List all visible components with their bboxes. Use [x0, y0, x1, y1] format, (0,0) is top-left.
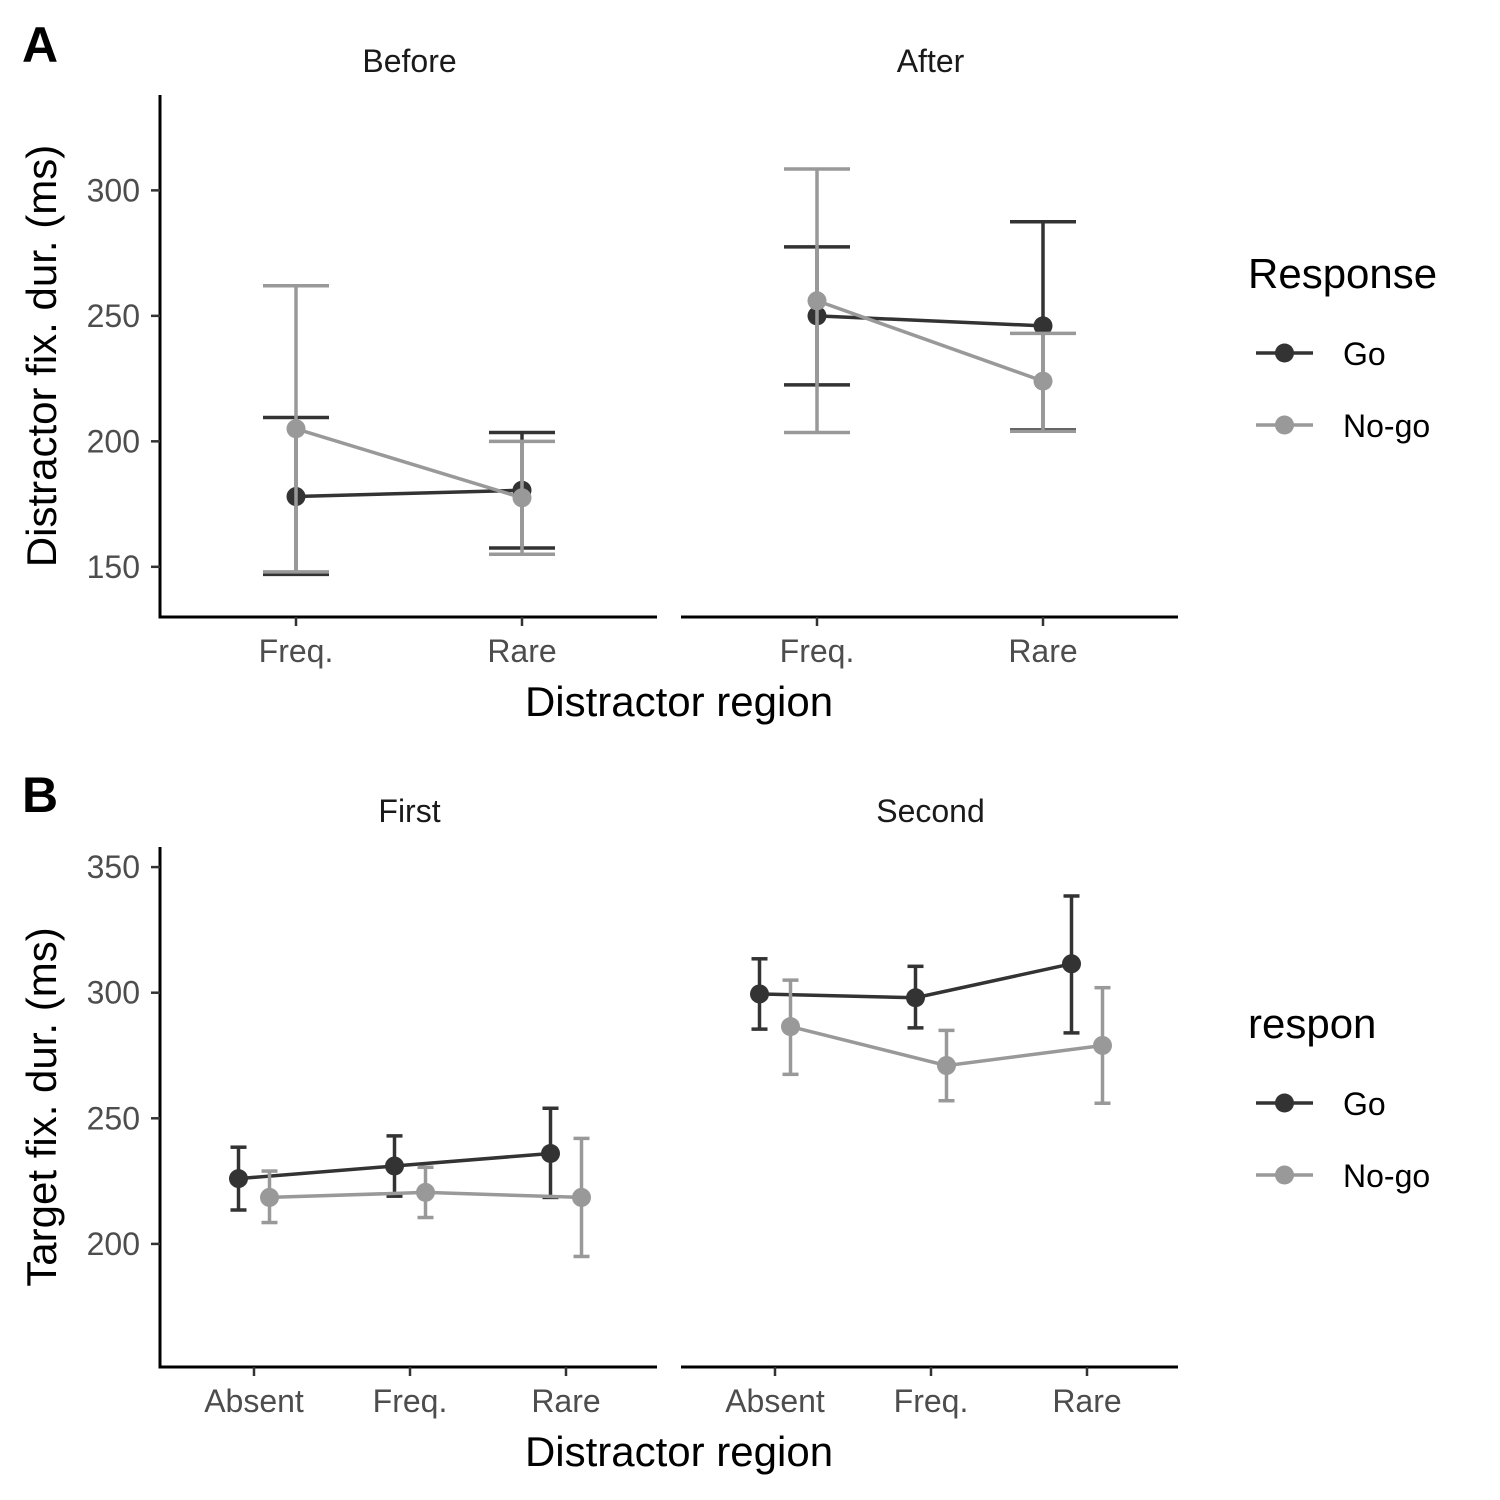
x-tick-label: Absent [204, 1383, 304, 1419]
x-tick-label: Rare [487, 633, 556, 669]
legend-key-point [1275, 343, 1294, 363]
data-point [572, 1187, 591, 1207]
legend-title: respon [1248, 1000, 1376, 1047]
series-line [816, 314, 1044, 328]
legend-title: Response [1248, 250, 1437, 297]
y-axis-title: Distractor fix. dur. (ms) [18, 145, 65, 567]
y-tick-label: 250 [87, 298, 140, 334]
panel-letter: B [22, 767, 58, 823]
y-tick-label: 350 [87, 849, 140, 885]
x-tick-label: Rare [1008, 633, 1077, 669]
legend-key-point [1275, 1165, 1294, 1185]
panel-letter: A [22, 17, 58, 73]
legend-key-point [1275, 415, 1294, 435]
data-point [541, 1143, 560, 1163]
data-point [286, 419, 306, 439]
legend-key-point [1275, 1093, 1294, 1113]
x-axis-title: Distractor region [525, 1428, 833, 1475]
y-tick-label: 200 [87, 423, 140, 459]
legend-label: No-go [1343, 408, 1430, 444]
data-point [906, 988, 925, 1008]
y-tick-label: 250 [87, 1100, 140, 1136]
data-point [416, 1182, 435, 1202]
y-tick-label: 300 [87, 172, 140, 208]
legend-label: Go [1343, 336, 1386, 372]
data-point [260, 1187, 279, 1207]
x-tick-label: Freq. [894, 1383, 969, 1419]
data-point [1033, 371, 1053, 391]
x-tick-label: Freq. [373, 1383, 448, 1419]
x-tick-label: Freq. [259, 633, 334, 669]
x-tick-label: Freq. [780, 633, 855, 669]
facet-label: Before [362, 43, 456, 79]
y-tick-label: 300 [87, 975, 140, 1011]
y-tick-label: 200 [87, 1226, 140, 1262]
data-point [1033, 316, 1053, 336]
series-line [816, 299, 1044, 383]
data-point [781, 1017, 800, 1037]
data-point [385, 1156, 404, 1176]
x-axis-title: Distractor region [525, 678, 833, 725]
data-point [750, 984, 769, 1004]
facet-label: Second [876, 793, 985, 829]
data-point [512, 488, 532, 508]
y-axis-title: Target fix. dur. (ms) [18, 927, 65, 1286]
data-point [229, 1169, 248, 1189]
y-tick-label: 150 [87, 549, 140, 585]
legend-label: Go [1343, 1086, 1386, 1122]
data-point [937, 1056, 956, 1076]
data-point [1062, 954, 1081, 974]
legend-label: No-go [1343, 1158, 1430, 1194]
facet-label: First [378, 793, 440, 829]
facet-label: After [897, 43, 965, 79]
x-tick-label: Rare [1052, 1383, 1121, 1419]
series-line [295, 427, 523, 500]
series-line [295, 488, 523, 499]
data-point [1093, 1035, 1112, 1055]
x-tick-label: Absent [725, 1383, 825, 1419]
data-point [807, 291, 827, 311]
x-tick-label: Rare [531, 1383, 600, 1419]
